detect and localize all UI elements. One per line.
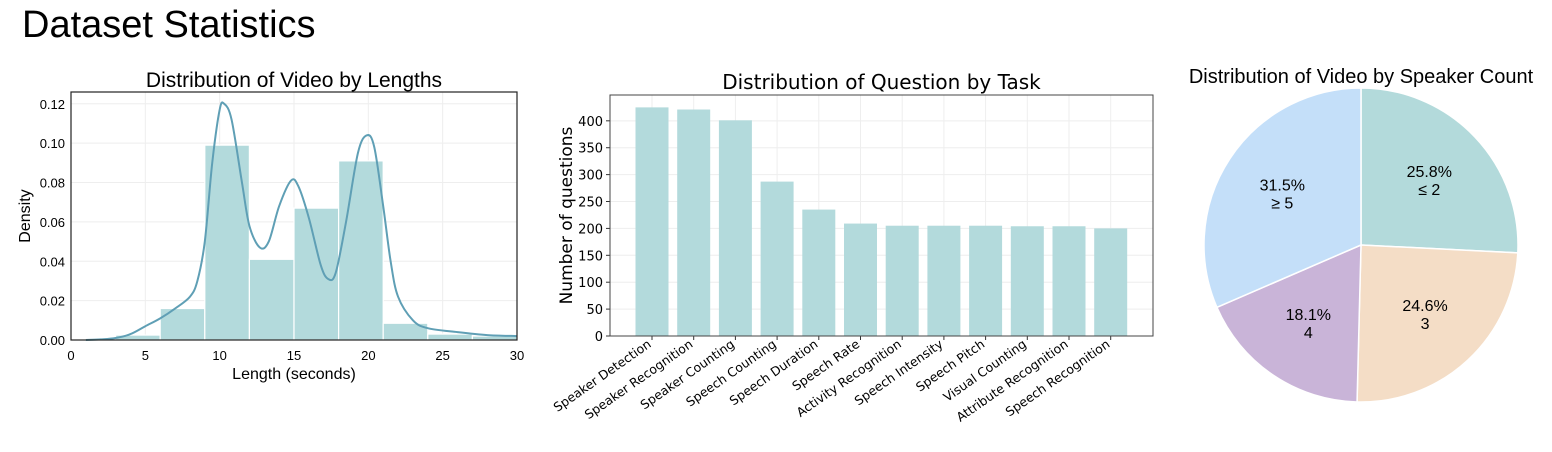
y-tick-label: 300: [578, 169, 603, 184]
slice-percent-label: 31.5%: [1260, 177, 1305, 194]
task-bar: [969, 225, 1003, 336]
y-tick-label: 0.00: [40, 333, 65, 348]
task-bar: [844, 223, 877, 336]
pie-slice: [1356, 244, 1519, 403]
chart-title: Distribution of Question by Task: [722, 70, 1041, 94]
y-tick-label: 350: [578, 142, 603, 157]
plot-frame: [609, 94, 1154, 337]
slice-category-label: 4: [1304, 325, 1313, 342]
histogram-bar: [338, 160, 384, 341]
y-tick-label: 400: [578, 115, 603, 130]
task-bar: [802, 209, 836, 336]
y-tick-label: 0.04: [40, 254, 65, 269]
x-tick-label: 0: [67, 348, 74, 363]
y-tick-label: 0.02: [40, 294, 65, 309]
x-tick-label: 15: [287, 348, 301, 363]
y-tick-label: 0.06: [40, 215, 65, 230]
kde-curve: [85, 101, 518, 341]
y-tick-label: 50: [586, 303, 603, 318]
plot-frame: [70, 91, 518, 341]
histogram-bar: [427, 333, 473, 341]
slice-percent-label: 24.6%: [1402, 298, 1447, 315]
histogram-bar: [248, 258, 295, 341]
pie-slice: [1215, 243, 1362, 403]
y-tick-label: 100: [578, 276, 603, 291]
x-tick-label: 20: [361, 348, 375, 363]
x-axis-label: Length (seconds): [232, 366, 356, 383]
y-axis-label: Number of questions: [557, 126, 577, 304]
y-tick-label: 200: [578, 222, 603, 237]
slice-category-label: ≤ 2: [1418, 182, 1440, 199]
slice-percent-label: 25.8%: [1407, 164, 1452, 181]
pie-slice: [1360, 87, 1519, 254]
histogram-bar: [293, 207, 340, 341]
task-bar: [927, 225, 961, 336]
task-bar: [1010, 226, 1044, 336]
y-tick-label: 0.08: [40, 176, 65, 191]
task-bar: [760, 181, 794, 336]
task-bar: [885, 225, 919, 336]
task-bar: [677, 109, 711, 336]
x-tick-label: 5: [142, 348, 149, 363]
slice-category-label: ≥ 5: [1271, 195, 1293, 212]
pie-slice: [1203, 87, 1362, 309]
chart-title: Distribution of Video by Lengths: [146, 69, 442, 92]
slice-percent-label: 18.1%: [1286, 307, 1331, 324]
y-tick-label: 0: [595, 330, 603, 345]
y-axis-label: Density: [17, 189, 34, 242]
task-bar: [1094, 228, 1128, 336]
task-bar: [718, 120, 752, 337]
page-title: Dataset Statistics: [22, 4, 316, 46]
y-tick-label: 250: [578, 196, 603, 211]
x-tick-label: 25: [435, 348, 449, 363]
x-tick-label: 30: [510, 348, 524, 363]
chart-title: Distribution of Video by Speaker Count: [1189, 66, 1534, 88]
task-bar: [1052, 226, 1086, 336]
slice-category-label: 3: [1421, 316, 1430, 333]
y-tick-label: 0.12: [40, 97, 65, 112]
x-tick-label: 10: [212, 348, 226, 363]
y-tick-label: 0.10: [40, 136, 65, 151]
task-bar: [635, 107, 669, 336]
y-tick-label: 150: [578, 249, 603, 264]
